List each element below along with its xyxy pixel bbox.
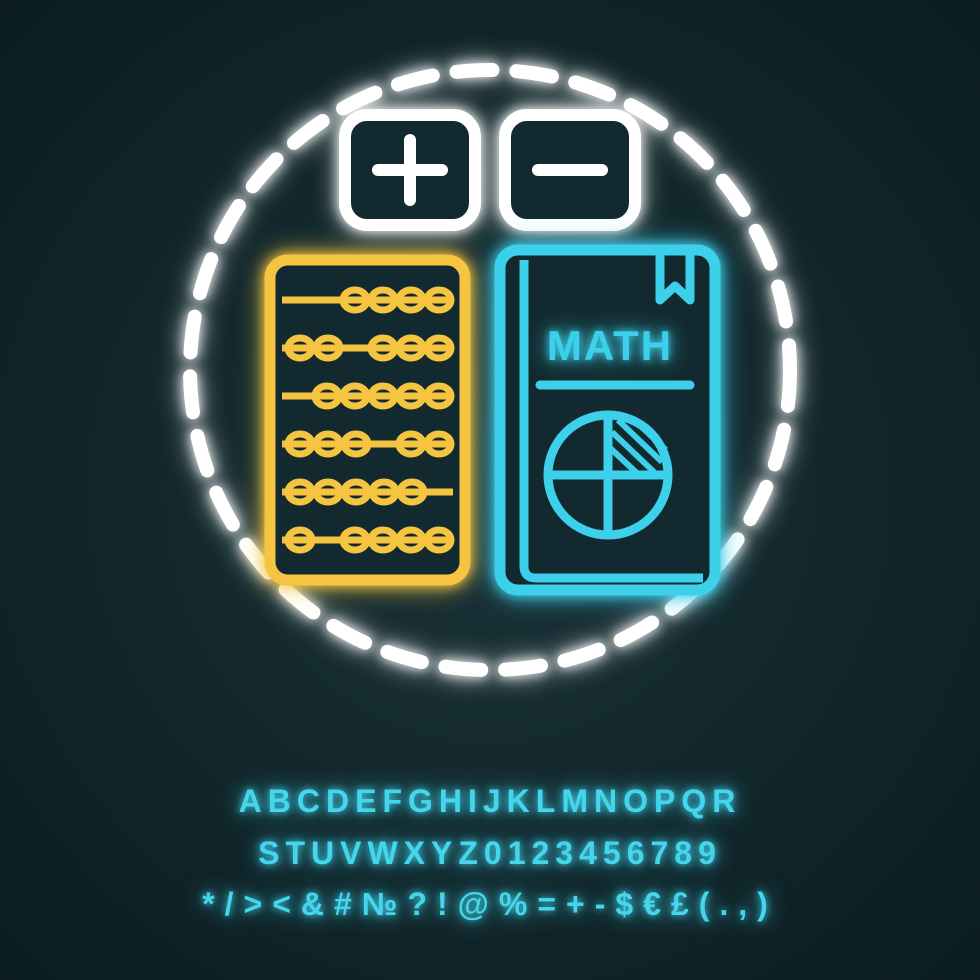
math-book-icon: MATH: [500, 250, 715, 590]
alphabet-line-3: */><&#№?!@%=+-$€£(.,): [40, 879, 940, 930]
neon-typeface-specimen: ABCDEFGHIJKLMNOPQR STUVWXYZ0123456789 */…: [40, 776, 940, 930]
minus-button-icon: [505, 115, 635, 225]
book-title: MATH: [547, 322, 673, 369]
alphabet-line-2: STUVWXYZ0123456789: [40, 828, 940, 879]
plus-button-icon: [345, 115, 475, 225]
alphabet-line-1: ABCDEFGHIJKLMNOPQR: [40, 776, 940, 827]
abacus-icon: [270, 260, 465, 580]
